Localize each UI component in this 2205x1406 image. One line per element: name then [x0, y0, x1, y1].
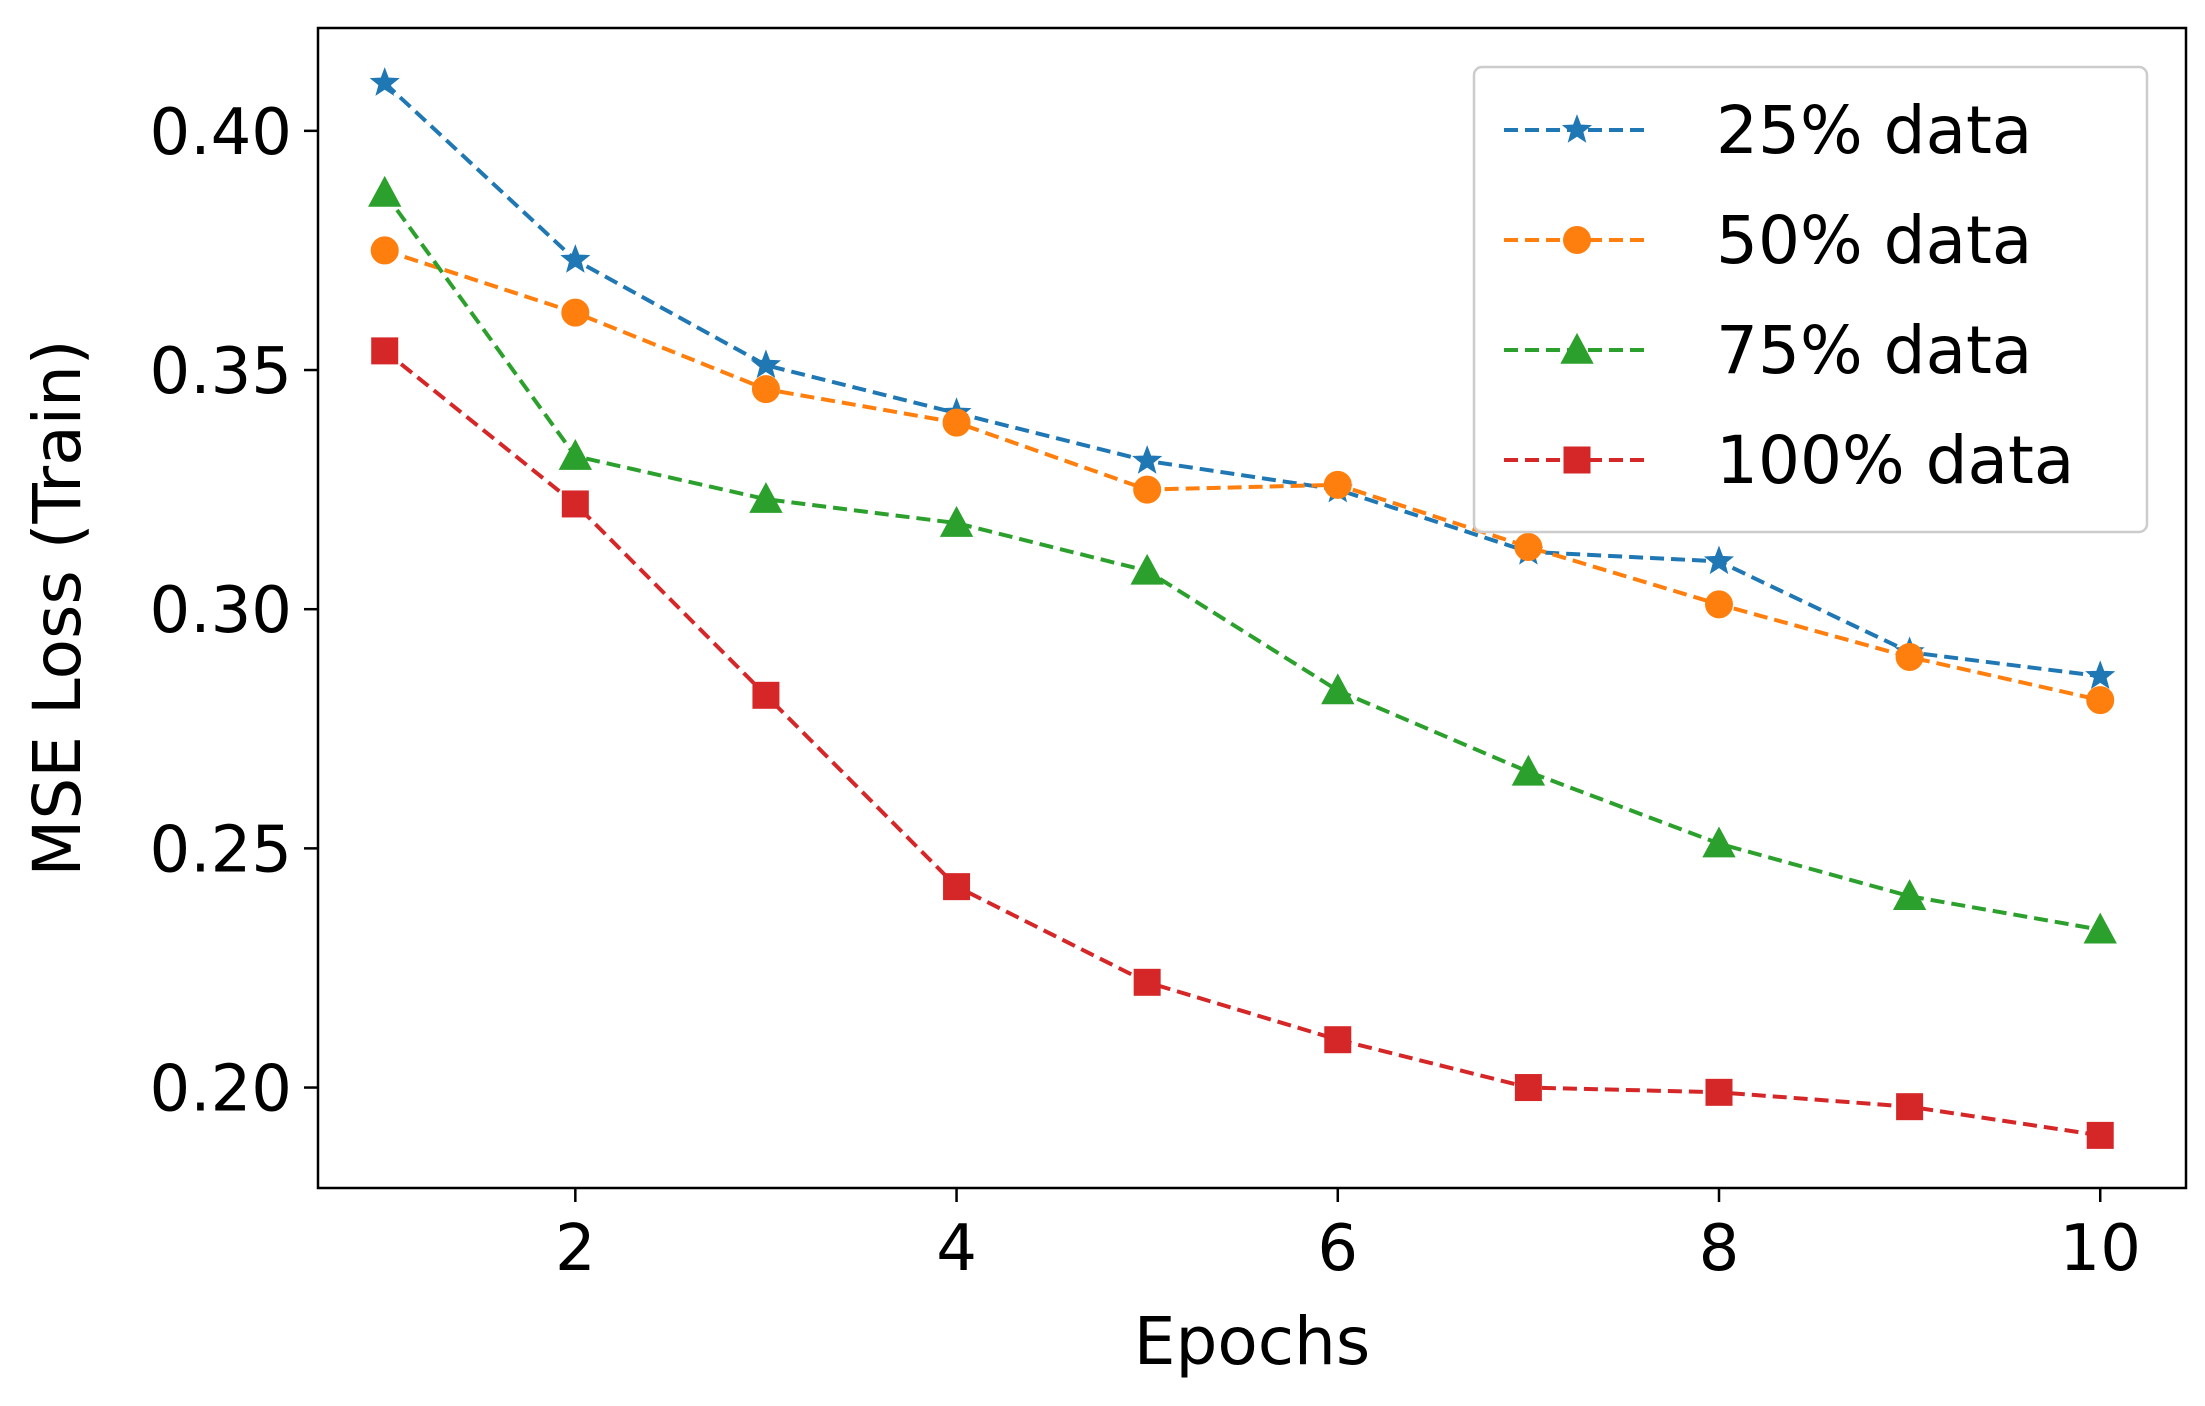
y-axis: 0.20 0.25 0.30 0.35 0.40 [150, 96, 318, 1127]
y-tick-label: 0.30 [150, 574, 293, 648]
data-point [1133, 475, 1162, 504]
data-point [1895, 643, 1924, 672]
data-point [752, 681, 780, 709]
x-tick-label: 2 [555, 1212, 596, 1286]
data-point [370, 236, 399, 265]
data-point [560, 244, 591, 273]
y-axis-label: MSE Loss (Train) [19, 339, 96, 876]
series-line [383, 191, 2101, 932]
data-point [1705, 1078, 1733, 1106]
data-point [371, 337, 399, 365]
series-4 [371, 337, 2114, 1149]
data-point [1511, 754, 1546, 786]
data-point [943, 873, 971, 901]
data-point [1514, 533, 1543, 562]
series-2 [370, 236, 2115, 715]
x-axis-label: Epochs [1134, 1303, 1370, 1380]
data-point [939, 505, 974, 537]
legend-frame [1472, 65, 2149, 534]
data-point [750, 349, 781, 379]
x-tick-label: 4 [936, 1212, 977, 1286]
series-layer [368, 67, 2117, 1149]
data-point [751, 375, 780, 404]
data-point [1133, 968, 1161, 996]
y-tick-label: 0.40 [150, 96, 293, 170]
data-point [749, 482, 783, 513]
data-point [368, 175, 402, 207]
data-point [942, 408, 971, 437]
legend-marker [1561, 114, 1593, 143]
legend-label: 100% data [1716, 422, 2074, 499]
legend-marker [1560, 332, 1594, 364]
series-3 [368, 175, 2117, 944]
legend-label: 75% data [1716, 312, 2032, 389]
x-tick-label: 10 [2060, 1212, 2141, 1286]
data-point [369, 67, 400, 96]
data-point [1514, 1074, 1542, 1102]
legend-entry: 75% data [1504, 312, 2032, 389]
data-point [1323, 470, 1352, 499]
data-point [1892, 879, 1927, 910]
y-tick-label: 0.35 [150, 335, 293, 409]
y-tick-label: 0.20 [150, 1053, 293, 1127]
data-point [1705, 590, 1733, 619]
data-point [1324, 1026, 1352, 1054]
data-point [1130, 553, 1164, 585]
legend-label: 50% data [1716, 202, 2032, 279]
legend: 25% data 50% data 75% data 100% data [1472, 65, 2149, 534]
data-point [1702, 826, 1736, 858]
x-tick-label: 8 [1699, 1212, 1740, 1286]
series-line [383, 349, 2101, 1138]
series-line [383, 81, 2101, 679]
legend-marker [1563, 226, 1591, 254]
x-tick-label: 6 [1317, 1212, 1358, 1286]
data-point [561, 490, 589, 518]
data-point [2083, 912, 2117, 944]
data-point [558, 439, 593, 470]
legend-marker [1563, 446, 1591, 474]
legend-label: 25% data [1716, 92, 2032, 169]
legend-entry: 50% data [1504, 202, 2032, 279]
y-tick-label: 0.25 [150, 813, 293, 887]
data-point [1321, 673, 1355, 705]
data-point [1896, 1093, 1924, 1121]
data-point [561, 298, 590, 327]
data-point [2086, 686, 2115, 715]
data-point [1703, 545, 1735, 575]
legend-entry: 100% data [1504, 422, 2074, 499]
data-point [2086, 1121, 2114, 1149]
legend-entry: 25% data [1504, 92, 2032, 169]
data-point [1132, 445, 1163, 474]
data-point [2085, 660, 2116, 689]
x-axis: 2 4 6 8 10 [555, 1188, 2141, 1286]
series-line [384, 248, 2101, 703]
